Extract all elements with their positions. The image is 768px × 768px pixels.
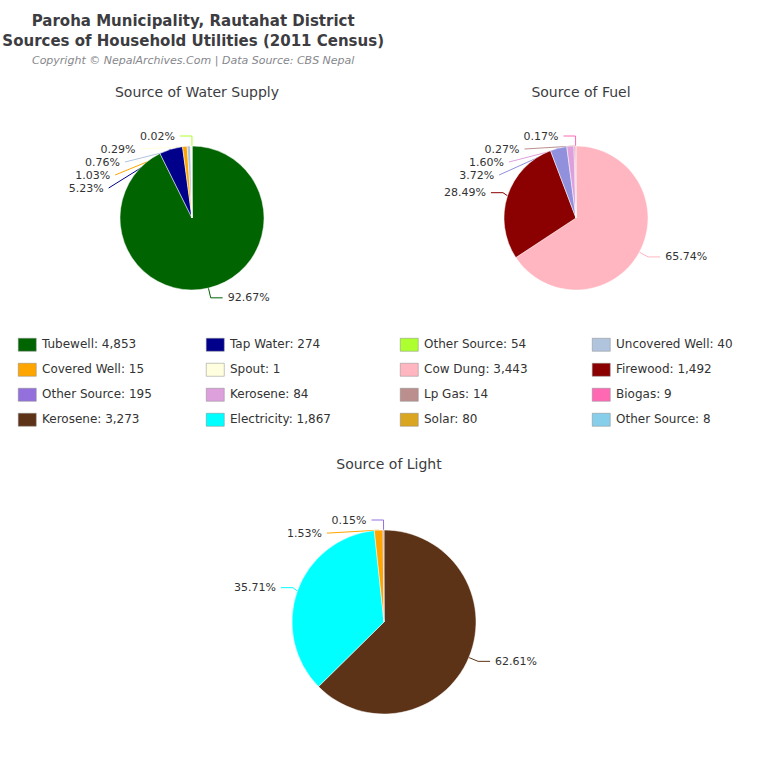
svg-text:0.15%: 0.15% xyxy=(332,514,367,527)
svg-text:65.74%: 65.74% xyxy=(665,250,707,263)
svg-text:Kerosene: 3,273: Kerosene: 3,273 xyxy=(42,412,140,426)
svg-text:Tubewell: 4,853: Tubewell: 4,853 xyxy=(41,337,136,351)
svg-text:0.27%: 0.27% xyxy=(485,143,520,156)
svg-text:Tap Water: 274: Tap Water: 274 xyxy=(229,337,320,351)
svg-text:0.17%: 0.17% xyxy=(524,130,559,143)
svg-text:Source of Water Supply: Source of Water Supply xyxy=(115,84,279,100)
svg-text:35.71%: 35.71% xyxy=(234,581,276,594)
svg-text:1.53%: 1.53% xyxy=(287,527,322,540)
svg-text:Uncovered Well: 40: Uncovered Well: 40 xyxy=(616,337,733,351)
svg-text:Other Source: 54: Other Source: 54 xyxy=(424,337,526,351)
svg-text:1.60%: 1.60% xyxy=(469,156,504,169)
svg-text:Source of Light: Source of Light xyxy=(336,456,442,472)
svg-text:Kerosene: 84: Kerosene: 84 xyxy=(230,387,308,401)
svg-text:Electricity: 1,867: Electricity: 1,867 xyxy=(230,412,331,426)
svg-text:Copyright © NepalArchives.Com: Copyright © NepalArchives.Com | Data Sou… xyxy=(32,54,354,67)
svg-text:Source of Fuel: Source of Fuel xyxy=(531,84,630,100)
svg-text:92.67%: 92.67% xyxy=(228,291,270,304)
svg-text:Cow Dung: 3,443: Cow Dung: 3,443 xyxy=(424,362,528,376)
svg-text:Other Source: 195: Other Source: 195 xyxy=(42,387,152,401)
svg-text:Biogas: 9: Biogas: 9 xyxy=(616,387,672,401)
svg-text:62.61%: 62.61% xyxy=(495,655,537,668)
svg-text:0.76%: 0.76% xyxy=(85,156,120,169)
svg-text:Paroha Municipality, Rautahat: Paroha Municipality, Rautahat District xyxy=(32,12,355,30)
svg-text:1.03%: 1.03% xyxy=(75,169,110,182)
svg-text:0.02%: 0.02% xyxy=(140,130,175,143)
svg-text:3.72%: 3.72% xyxy=(459,169,494,182)
svg-text:Other Source: 8: Other Source: 8 xyxy=(616,412,711,426)
svg-text:Lp Gas: 14: Lp Gas: 14 xyxy=(424,387,488,401)
svg-text:28.49%: 28.49% xyxy=(444,186,486,199)
svg-text:Covered Well: 15: Covered Well: 15 xyxy=(42,362,144,376)
svg-text:Sources of Household Utilities: Sources of Household Utilities (2011 Cen… xyxy=(2,32,384,50)
svg-text:Solar: 80: Solar: 80 xyxy=(424,412,478,426)
svg-text:5.23%: 5.23% xyxy=(69,182,104,195)
svg-text:Spout: 1: Spout: 1 xyxy=(230,362,280,376)
svg-text:Firewood: 1,492: Firewood: 1,492 xyxy=(616,362,712,376)
svg-text:0.29%: 0.29% xyxy=(101,143,136,156)
